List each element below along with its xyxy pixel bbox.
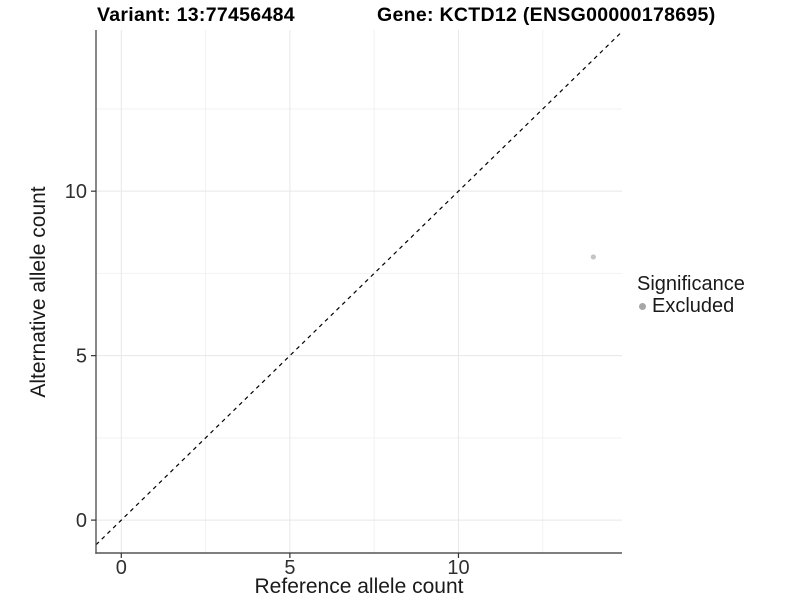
data-point [590,254,596,260]
x-tick-label: 10 [447,557,469,579]
legend-key-dot [639,303,646,310]
variant-title: Variant: 13:77456484 [97,4,295,26]
legend: Significance Excluded [637,274,745,317]
legend-item-label: Excluded [652,295,735,317]
x-tick-label: 5 [284,557,295,579]
y-tick-label: 0 [76,510,87,532]
legend-title: Significance [637,273,745,295]
gene-title: Gene: KCTD12 (ENSG00000178695) [377,4,716,26]
identity-reference-line [95,31,623,546]
x-axis-title: Reference allele count [254,575,464,598]
x-tick-label: 0 [116,557,127,579]
legend-item: Excluded [637,296,745,317]
y-tick-label: 10 [65,181,87,203]
y-tick-label: 5 [76,346,87,368]
